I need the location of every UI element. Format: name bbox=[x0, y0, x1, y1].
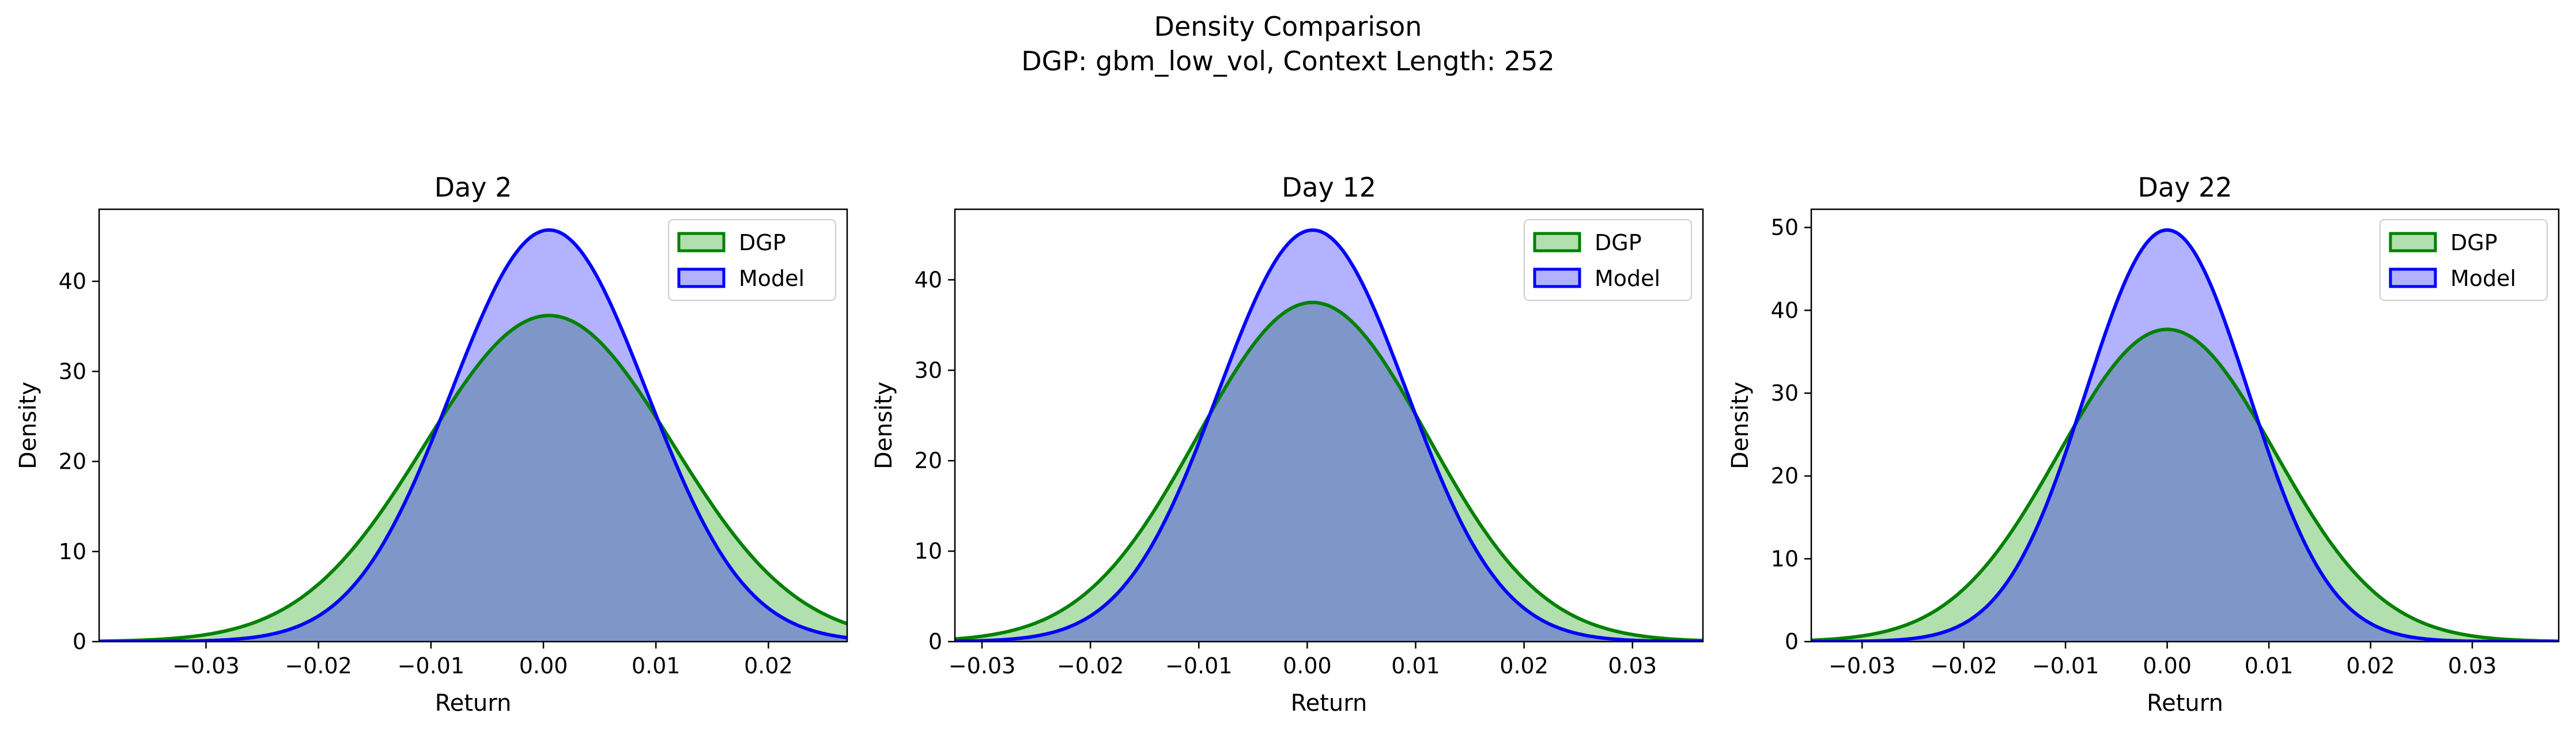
y-tick-label: 30 bbox=[1771, 380, 1799, 406]
y-tick-label: 10 bbox=[915, 538, 942, 564]
x-tick-label: 0.03 bbox=[2448, 653, 2497, 679]
model-density-line bbox=[955, 228, 1703, 642]
y-tick-label: 0 bbox=[73, 629, 86, 654]
dgp-density-line bbox=[99, 314, 847, 642]
subplot-day-2: Day 2 −0.03 −0.02 −0.01 0.00 0.01 0.02 0 10 20 30 4… bbox=[15, 172, 848, 717]
x-tick-label: 0.03 bbox=[1608, 653, 1657, 679]
x-axis-label: Return bbox=[435, 690, 512, 717]
axes-frame bbox=[1810, 208, 2560, 643]
x-tick-label: 0.02 bbox=[1499, 653, 1548, 679]
legend-swatch bbox=[677, 232, 726, 252]
model-density-line bbox=[1811, 228, 2559, 642]
subplot-title: Day 2 bbox=[435, 172, 512, 203]
x-tick-label: 0.01 bbox=[2245, 653, 2294, 679]
y-tick-label: 30 bbox=[915, 357, 942, 383]
legend-label: Model bbox=[2450, 266, 2516, 291]
x-tick-label: 0.00 bbox=[1283, 653, 1332, 679]
legend-label: DGP bbox=[739, 230, 786, 255]
x-tick-label: −0.01 bbox=[2032, 653, 2099, 679]
subplot-day-12: Day 12 −0.03 −0.02 −0.01 0.00 0.01 0.02 0.03 0 10… bbox=[871, 172, 1704, 717]
y-tick-label: 20 bbox=[915, 448, 942, 473]
legend-entry-dgp: DGP bbox=[2389, 230, 2498, 255]
overlap-density-fill bbox=[99, 315, 847, 642]
y-tick-label: 0 bbox=[928, 629, 942, 654]
legend-swatch bbox=[1533, 267, 1581, 288]
axes-frame bbox=[98, 208, 848, 643]
x-tick-label: −0.03 bbox=[172, 653, 239, 679]
y-tick-label: 30 bbox=[59, 359, 86, 384]
x-tick-label: −0.01 bbox=[398, 653, 464, 679]
dgp-density-line bbox=[955, 300, 1703, 642]
y-tick-label: 20 bbox=[59, 449, 86, 474]
plot-area bbox=[955, 228, 1703, 642]
x-tick-label: −0.02 bbox=[1057, 653, 1124, 679]
overlap-density-fill bbox=[955, 302, 1703, 642]
x-tick-label: −0.03 bbox=[949, 653, 1015, 679]
x-tick-label: −0.02 bbox=[1930, 653, 1997, 679]
legend-swatch bbox=[2389, 267, 2437, 288]
legend-entry-model: Model bbox=[677, 266, 804, 291]
y-tick-label: 50 bbox=[1771, 215, 1799, 240]
y-axis-label: Density bbox=[871, 382, 897, 469]
x-tick-label: −0.02 bbox=[285, 653, 352, 679]
dgp-density-line bbox=[1811, 327, 2559, 642]
y-tick-label: 0 bbox=[1785, 629, 1799, 654]
x-tick-label: 0.00 bbox=[2143, 653, 2192, 679]
legend-swatch bbox=[1533, 232, 1581, 252]
x-tick-label: 0.01 bbox=[632, 653, 681, 679]
y-axis-label: Density bbox=[1727, 382, 1754, 469]
figure-subtitle: DGP: gbm_low_vol, Context Length: 252 bbox=[1021, 46, 1554, 77]
x-tick-label: −0.03 bbox=[1829, 653, 1895, 679]
legend: DGP Model bbox=[2379, 219, 2548, 301]
plot-area bbox=[99, 228, 847, 642]
subplot-title: Day 12 bbox=[1282, 172, 1376, 203]
x-tick-label: 0.02 bbox=[744, 653, 793, 679]
figure-title: Density Comparison bbox=[1154, 11, 1422, 42]
x-tick-label: −0.01 bbox=[1165, 653, 1232, 679]
y-tick-label: 20 bbox=[1771, 463, 1799, 489]
x-tick-label: 0.00 bbox=[519, 653, 568, 679]
x-axis-label: Return bbox=[1291, 690, 1368, 717]
y-axis-label: Density bbox=[15, 382, 41, 469]
legend-swatch bbox=[677, 267, 726, 288]
legend-swatch bbox=[2389, 232, 2437, 252]
y-tick-label: 10 bbox=[1771, 546, 1799, 571]
x-tick-label: 0.01 bbox=[1391, 653, 1440, 679]
subplot-day-22: Day 22 −0.03 −0.02 −0.01 0.00 0.01 0.02 0.03 0 10… bbox=[1727, 172, 2560, 717]
y-tick-label: 40 bbox=[1771, 297, 1799, 323]
y-tick-label: 10 bbox=[59, 539, 86, 564]
legend-entry-dgp: DGP bbox=[677, 230, 786, 255]
legend-entry-dgp: DGP bbox=[1533, 230, 1642, 255]
model-density-line bbox=[99, 228, 847, 642]
plot-area bbox=[1811, 228, 2559, 642]
legend-label: Model bbox=[1595, 266, 1660, 291]
legend-label: DGP bbox=[1595, 230, 1642, 255]
legend-label: Model bbox=[739, 266, 804, 291]
legend: DGP Model bbox=[1524, 219, 1692, 301]
legend-label: DGP bbox=[2450, 230, 2498, 255]
x-axis-label: Return bbox=[2147, 690, 2223, 717]
subplot-title: Day 22 bbox=[2138, 172, 2233, 203]
legend-entry-model: Model bbox=[1533, 266, 1660, 291]
axes-frame bbox=[954, 208, 1704, 643]
legend: DGP Model bbox=[668, 219, 836, 301]
y-tick-label: 40 bbox=[59, 269, 86, 294]
x-tick-label: 0.02 bbox=[2346, 653, 2395, 679]
y-tick-label: 40 bbox=[915, 267, 942, 292]
legend-entry-model: Model bbox=[2389, 266, 2516, 291]
overlap-density-fill bbox=[1811, 329, 2559, 642]
